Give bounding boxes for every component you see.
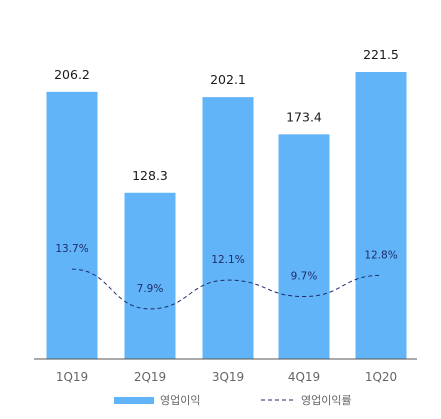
legend-bar-swatch [114, 397, 154, 404]
bar-1Q20 [355, 72, 407, 359]
bar-1Q19 [46, 91, 98, 360]
bar-value-label: 173.4 [286, 109, 322, 124]
legend-line-label: 영업이익률 [301, 394, 352, 407]
bar-value-label: 202.1 [210, 72, 246, 87]
bar-3Q19 [202, 97, 254, 360]
bar-value-label: 128.3 [132, 168, 168, 183]
x-tick-label: 3Q19 [212, 370, 244, 384]
bars [46, 72, 407, 360]
bar-2Q19 [124, 192, 176, 359]
legend-bar-label: 영업이익 [160, 394, 200, 407]
rate-labels: 13.7% 7.9% 12.1% 9.7% 12.8% [55, 243, 397, 295]
x-tick-label: 1Q19 [56, 370, 88, 384]
bar-value-labels: 206.2 128.3 202.1 173.4 221.5 [54, 47, 399, 183]
x-tick-label: 2Q19 [134, 370, 166, 384]
x-tick-label: 1Q20 [365, 370, 397, 384]
legend: 영업이익 영업이익률 [114, 394, 352, 407]
operating-margin-line [71, 268, 382, 310]
bar-value-label: 221.5 [363, 47, 399, 62]
bar-4Q19 [278, 134, 330, 359]
rate-label: 7.9% [137, 283, 164, 295]
x-tick-label: 4Q19 [288, 370, 320, 384]
rate-label: 9.7% [291, 271, 318, 283]
rate-label: 12.1% [211, 254, 244, 266]
rate-label: 12.8% [364, 249, 397, 261]
x-tick-labels: 1Q19 2Q19 3Q19 4Q19 1Q20 [56, 370, 397, 384]
rate-label: 13.7% [55, 243, 88, 255]
bar-value-label: 206.2 [54, 67, 90, 82]
